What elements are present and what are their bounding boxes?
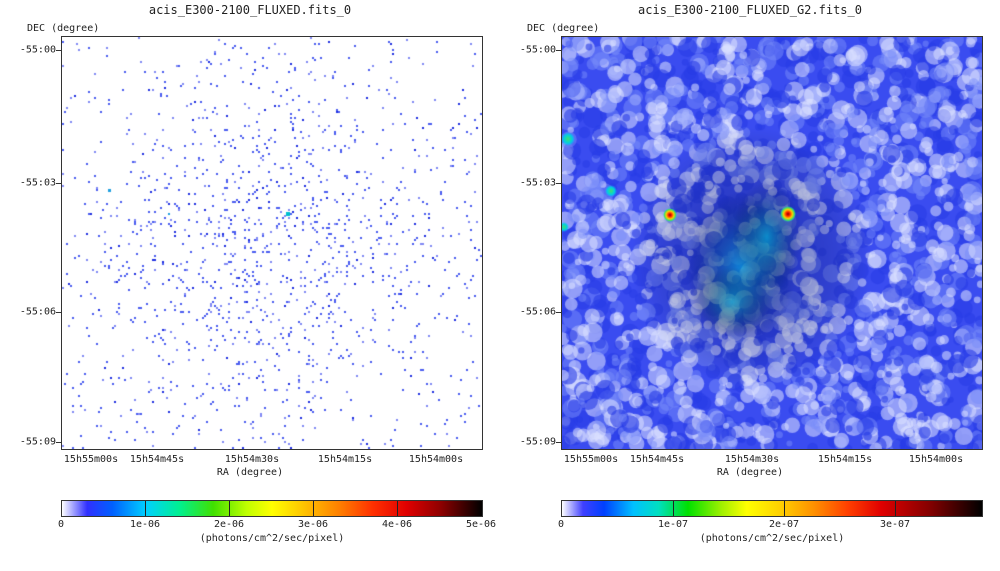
colorbar-tick-label: 3e-06 [297, 519, 329, 530]
colorbar-divider [145, 501, 146, 516]
x-tick-label: 15h54m15s [317, 454, 373, 465]
colorbar-divider [673, 501, 674, 516]
colorbar-unit-label: (photons/cm^2/sec/pixel) [699, 533, 845, 544]
y-tick-label: -55:06 [19, 306, 56, 318]
x-tick-label: 15h55m00s [563, 454, 619, 465]
colorbar-tick-label: 5e-06 [465, 519, 497, 530]
colorbar [561, 500, 983, 517]
y-tick-mark [56, 442, 61, 443]
colorbar-tick-label: 2e-07 [768, 519, 800, 530]
x-tick-label: 15h54m00s [408, 454, 464, 465]
x-tick-label: 15h54m30s [224, 454, 280, 465]
x-tick-label: 15h54m30s [724, 454, 780, 465]
colorbar [61, 500, 483, 517]
image-plot-area[interactable] [61, 36, 483, 450]
y-tick-label: -55:03 [19, 177, 56, 189]
x-axis-label: RA (degree) [716, 467, 784, 478]
y-tick-label: -55:09 [519, 436, 556, 448]
y-tick-mark [556, 50, 561, 51]
colorbar-divider [229, 501, 230, 516]
y-axis-label: DEC (degree) [27, 23, 100, 34]
y-tick-label: -55:03 [519, 177, 556, 189]
colorbar-tick-label: 0 [57, 519, 65, 530]
colorbar-tick-label: 4e-06 [381, 519, 413, 530]
fits-image-smoothed[interactable] [562, 37, 982, 449]
panel-title: acis_E300-2100_FLUXED.fits_0 [148, 3, 352, 17]
panel-smoothed-image: acis_E300-2100_FLUXED_G2.fits_0 DEC (deg… [500, 0, 1000, 571]
colorbar-divider [895, 501, 896, 516]
colorbar-tick-label: 1e-07 [657, 519, 689, 530]
y-tick-mark [56, 312, 61, 313]
panel-title: acis_E300-2100_FLUXED_G2.fits_0 [638, 3, 862, 17]
x-tick-label: 15h55m00s [63, 454, 119, 465]
x-axis-label: RA (degree) [216, 467, 284, 478]
y-axis-label: DEC (degree) [527, 23, 600, 34]
y-tick-mark [56, 50, 61, 51]
y-tick-mark [556, 183, 561, 184]
colorbar-divider [313, 501, 314, 516]
y-tick-mark [56, 183, 61, 184]
y-tick-label: -55:06 [519, 306, 556, 318]
colorbar-divider [397, 501, 398, 516]
colorbar-tick-label: 1e-06 [129, 519, 161, 530]
colorbar-tick-label: 2e-06 [213, 519, 245, 530]
colorbar-tick-label: 0 [557, 519, 565, 530]
y-tick-label: -55:00 [19, 44, 56, 56]
y-tick-mark [556, 312, 561, 313]
x-tick-label: 15h54m15s [817, 454, 873, 465]
panel-raw-image: acis_E300-2100_FLUXED.fits_0 DEC (degree… [19, 3, 497, 544]
x-tick-label: 15h54m00s [908, 454, 964, 465]
colorbar-divider [784, 501, 785, 516]
x-tick-label: 15h54m45s [629, 454, 685, 465]
y-tick-label: -55:00 [519, 44, 556, 56]
fits-image-raw[interactable] [62, 37, 482, 449]
y-tick-label: -55:09 [19, 436, 56, 448]
colorbar-tick-label: 3e-07 [879, 519, 911, 530]
x-tick-label: 15h54m45s [129, 454, 185, 465]
y-tick-mark [556, 442, 561, 443]
image-plot-area[interactable] [561, 36, 983, 450]
colorbar-unit-label: (photons/cm^2/sec/pixel) [199, 533, 345, 544]
